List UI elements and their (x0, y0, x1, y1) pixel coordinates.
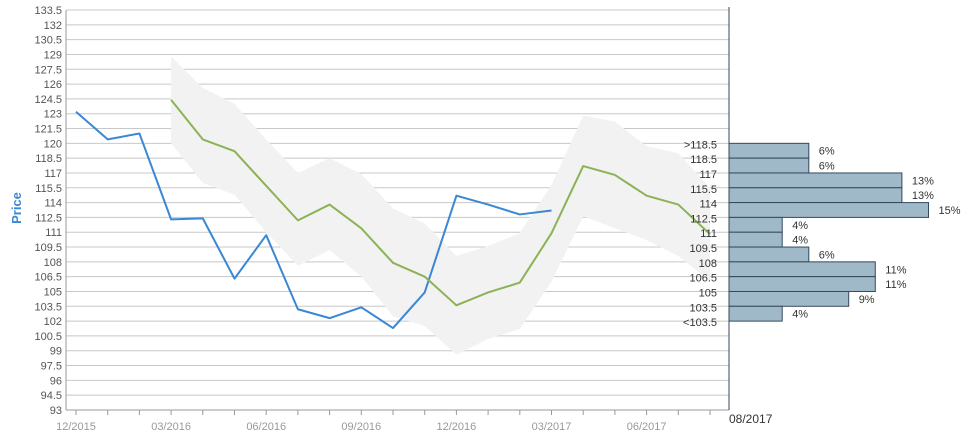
y-tick-label: 96 (50, 375, 62, 387)
series-line-forecast (170, 99, 711, 307)
x-tick-label: 03/2016 (151, 421, 191, 433)
histogram-percent-label: 4% (792, 235, 808, 247)
histogram-percent-label: 13% (912, 190, 934, 202)
x-axis-end-label: 08/2017 (729, 412, 773, 426)
y-tick-label: 106.5 (34, 272, 62, 284)
histogram-bin-label: >118.5 (684, 139, 717, 151)
histogram-bin-label: 106.5 (689, 273, 717, 285)
histogram-bin-label: 118.5 (690, 154, 717, 166)
y-tick-label: 126 (44, 79, 62, 91)
y-tick-label: 124.5 (34, 94, 62, 106)
histogram-bin-label: 109.5 (689, 243, 717, 255)
histogram-percent-label: 6% (819, 249, 835, 261)
histogram-bin-label: 111 (700, 228, 717, 240)
histogram-bar (728, 142, 810, 159)
y-tick-label: 118.5 (35, 153, 62, 165)
y-tick-label: 132 (44, 20, 62, 32)
histogram-bin-label: 115.5 (690, 184, 717, 196)
x-tick-label: 09/2016 (341, 421, 381, 433)
y-tick-label: 97.5 (41, 361, 62, 373)
histogram-bin-label: 117 (699, 169, 717, 181)
y-tick-label: 121.5 (34, 124, 62, 136)
y-tick-label: 115.5 (35, 183, 62, 195)
forecast-band (171, 56, 711, 355)
y-tick-label: 94.5 (41, 390, 62, 402)
y-tick-label: 109.5 (34, 242, 62, 254)
y-tick-label: 103.5 (34, 301, 62, 313)
y-tick-label: 127.5 (34, 64, 62, 76)
y-tick-label: 99 (50, 346, 62, 358)
y-tick-label: 100.5 (34, 331, 62, 343)
x-axis-ticks: 12/2015 03/2016 06/2016 09/2016 12/2016 03/20… (56, 409, 729, 433)
histogram-bin-label: 105 (699, 287, 717, 299)
y-axis-label: Price (9, 192, 24, 224)
series-lines (75, 99, 711, 330)
histogram-bar (728, 187, 903, 204)
histogram-bar (728, 290, 850, 307)
histogram-percent-label: 15% (939, 205, 961, 217)
x-tick-label: 03/2017 (532, 421, 572, 433)
histogram-bar (728, 202, 929, 218)
x-tick-label: 12/2016 (437, 421, 477, 433)
y-tick-label: 133.5 (34, 5, 62, 17)
histogram-bin-label: <103.5 (683, 317, 717, 329)
histogram-bar (728, 305, 783, 322)
y-tick-label: 130.5 (34, 35, 62, 47)
y-tick-label: 117 (44, 168, 62, 180)
y-tick-label: 112.5 (35, 212, 62, 224)
histogram-percent-label: 6% (819, 161, 835, 173)
y-tick-label: 129 (44, 49, 62, 61)
x-tick-label: 06/2016 (246, 421, 286, 433)
histogram-bar (728, 261, 876, 278)
distribution-histogram: >118.5 6% 118.5 6% 117 13% 115.5 13% 114 15% 112.5… (683, 139, 961, 329)
histogram-bar (728, 216, 783, 233)
y-tick-label: 93 (50, 405, 62, 417)
histogram-bar (728, 246, 810, 263)
histogram-bar (728, 231, 783, 248)
histogram-bin-label: 114 (699, 199, 717, 211)
histogram-percent-label: 4% (792, 220, 808, 232)
histogram-bin-label: 108 (699, 258, 717, 270)
x-tick-label: 06/2017 (627, 421, 667, 433)
histogram-percent-label: 11% (885, 279, 906, 291)
y-tick-label: 120 (44, 138, 62, 150)
y-tick-label: 108 (44, 257, 62, 269)
histogram-percent-label: 13% (912, 175, 934, 187)
x-tick-label: 12/2015 (56, 421, 96, 433)
histogram-bar (728, 157, 810, 174)
histogram-percent-label: 11% (885, 264, 906, 276)
y-tick-label: 123 (44, 109, 62, 121)
histogram-bar (728, 172, 903, 189)
histogram-bin-label: 112.5 (690, 213, 717, 225)
forecast-band-area (171, 56, 711, 355)
histogram-bar (728, 276, 876, 292)
series-line-actual (75, 110, 552, 330)
y-tick-label: 105 (44, 286, 62, 298)
y-axis-ticks: 93 94.5 96 97.5 99 100.5 102 103.5 105 106.5 108 10… (34, 5, 62, 417)
y-tick-label: 114 (44, 198, 62, 210)
y-tick-label: 102 (44, 316, 62, 328)
y-tick-label: 111 (45, 227, 62, 239)
histogram-percent-label: 4% (792, 309, 808, 321)
histogram-percent-label: 6% (819, 146, 835, 158)
histogram-bin-label: 103.5 (689, 302, 717, 314)
histogram-percent-label: 9% (859, 294, 875, 306)
